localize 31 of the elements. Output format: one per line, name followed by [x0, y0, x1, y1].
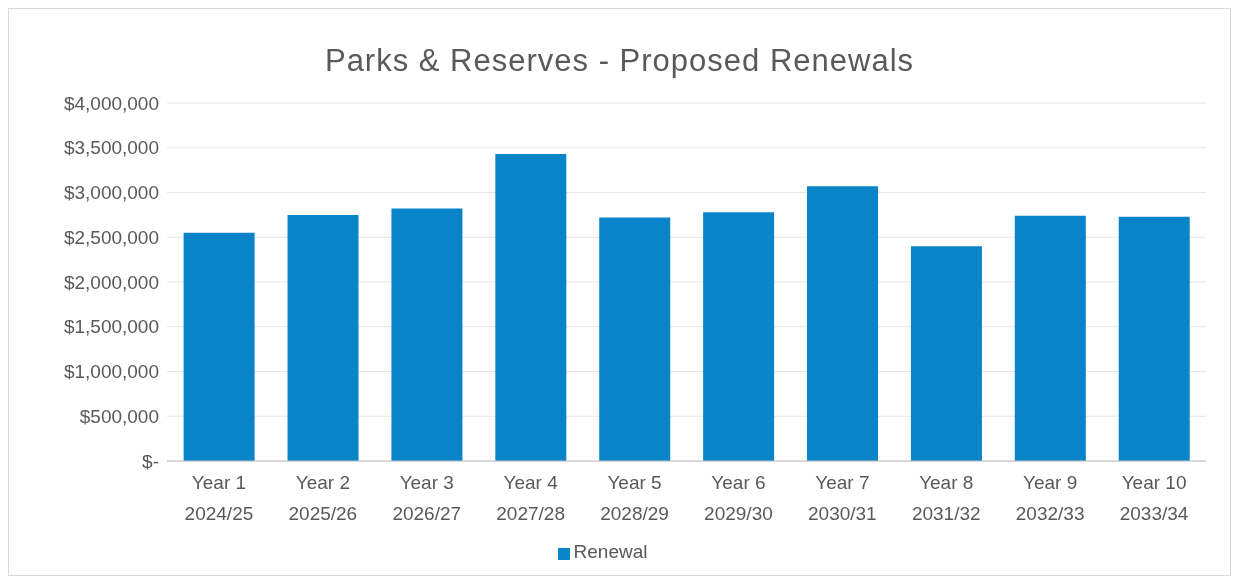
bar: [599, 217, 671, 461]
x-tick-label: Year 5 2028/29: [600, 472, 669, 524]
bar: [391, 208, 463, 461]
y-tick-label: $3,000,000: [63, 182, 159, 204]
y-tick-label: $-: [142, 450, 159, 472]
y-tick-label: $1,000,000: [63, 361, 159, 383]
legend-label: Renewal: [573, 541, 648, 562]
x-tick-label: Year 6 2029/30: [704, 472, 773, 524]
x-tick-label: Year 2 2025/26: [288, 472, 358, 524]
x-tick-label: Year 10 2033/34: [1119, 472, 1189, 524]
bar: [183, 232, 255, 461]
y-tick-label: $500,000: [79, 405, 159, 427]
y-tick-label: $2,500,000: [63, 226, 159, 248]
bar: [807, 186, 879, 461]
y-tick-label: $4,000,000: [63, 92, 159, 114]
y-tick-label: $3,500,000: [63, 137, 159, 159]
y-tick-label: $1,500,000: [63, 316, 159, 338]
x-tick-label: Year 7 2030/31: [808, 472, 877, 524]
bar: [703, 212, 775, 461]
y-tick-label: $2,000,000: [63, 271, 159, 293]
bar: [495, 154, 567, 461]
x-tick-label: Year 9 2032/33: [1015, 472, 1085, 524]
x-tick-label: Year 4 2027/28: [496, 472, 565, 524]
bar: [287, 214, 359, 461]
x-tick-label: Year 3 2026/27: [392, 472, 462, 524]
bar: [1118, 216, 1190, 461]
x-tick-label: Year 1 2024/25: [184, 472, 254, 524]
bar: [910, 246, 982, 461]
bar: [1014, 215, 1086, 461]
x-tick-label: Year 8 2031/32: [911, 472, 981, 524]
chart-title: Parks & Reserves - Proposed Renewals: [323, 42, 916, 80]
